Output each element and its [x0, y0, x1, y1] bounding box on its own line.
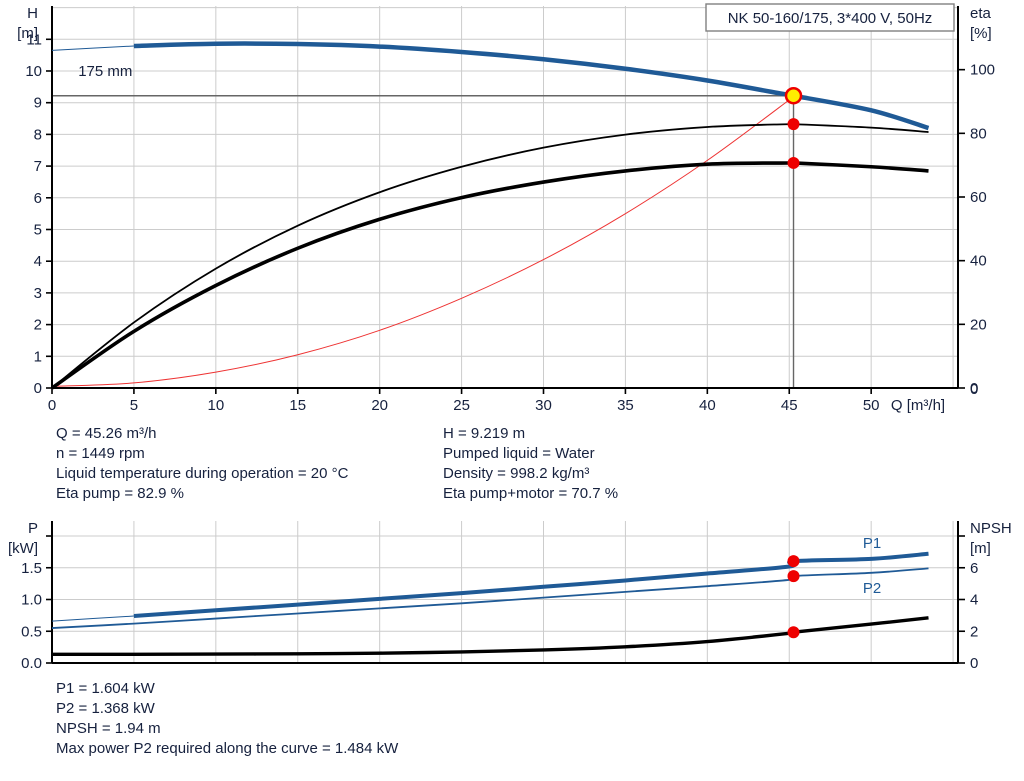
- y-tick-label-left: 2: [34, 317, 42, 334]
- y-tick-label-left: 1: [34, 348, 42, 365]
- p2-curve-label: P2: [863, 580, 881, 597]
- y-tick-label-left: 6: [34, 190, 42, 207]
- liquid-data-line: H = 9.219 m: [443, 425, 526, 442]
- x-tick-label: 35: [617, 397, 634, 414]
- y-tick-label-right: 40: [970, 253, 987, 270]
- y-tick-label-right: 0: [970, 655, 978, 672]
- eta-axis-unit: [%]: [970, 25, 992, 42]
- y-tick-label-left: 10: [25, 63, 42, 80]
- p1-duty-dot: [787, 555, 800, 568]
- head-curve-leadin: [51, 45, 134, 51]
- p1-curve-label: P1: [863, 535, 881, 552]
- p1-curve-leadin: [51, 615, 134, 622]
- power-data-line: P1 = 1.604 kW: [56, 680, 155, 697]
- npsh-duty-dot: [787, 626, 800, 639]
- eta-pump-duty-dot: [787, 118, 800, 131]
- operating-data-line: n = 1449 rpm: [56, 445, 145, 462]
- y-tick-label-left: 7: [34, 158, 42, 175]
- y-tick-label-left: 1.5: [21, 560, 42, 577]
- y-tick-label-right: 4: [970, 592, 978, 609]
- power-data-line: Max power P2 required along the curve = …: [56, 740, 399, 757]
- x-tick-label: 25: [453, 397, 470, 414]
- x-tick-label: 20: [371, 397, 388, 414]
- power-data-block: P1 = 1.604 kW P2 = 1.368 kW NPSH = 1.94 m M…: [56, 679, 398, 759]
- duty-point-marker[interactable]: [784, 86, 803, 105]
- y-tick-label-right: 100: [970, 62, 995, 79]
- p-axis-unit: [kW]: [8, 540, 38, 557]
- x-tick-label: 15: [289, 397, 306, 414]
- liquid-data-line: Eta pump+motor = 70.7 %: [443, 485, 619, 502]
- y-tick-label-right: 60: [970, 189, 987, 206]
- liquid-data-line: Density = 998.2 kg/m³: [443, 465, 590, 482]
- operating-data-right: H = 9.219 m Pumped liquid = Water Density …: [443, 424, 618, 504]
- x-tick-label: 45: [781, 397, 798, 414]
- power-npsh-chart: 0.0 0.5 1.0 1.5 0 2 4 6 P [kW] NPSH [m] P1 P2: [8, 520, 1012, 672]
- y-tick-label-left: 3: [34, 285, 42, 302]
- x-tick-label: 40: [699, 397, 716, 414]
- x-tick-label: 30: [535, 397, 552, 414]
- liquid-data-line: Pumped liquid = Water: [443, 445, 595, 462]
- y-tick-label-left: 0: [34, 380, 42, 397]
- power-data-line: P2 = 1.368 kW: [56, 700, 155, 717]
- eta-pump-motor-duty-dot: [787, 156, 800, 169]
- y-tick-label-left: 8: [34, 126, 42, 143]
- impeller-size-label: 175 mm: [78, 63, 132, 80]
- y-tick-label-right-zero: 0: [970, 381, 978, 398]
- y-tick-label-right: 2: [970, 623, 978, 640]
- x-tick-label: 10: [207, 397, 224, 414]
- y-tick-label-left: 5: [34, 221, 42, 238]
- y-tick-label-right: 80: [970, 125, 987, 142]
- npsh-axis-title: NPSH: [970, 520, 1012, 537]
- q-axis-title: Q [m³/h]: [891, 397, 945, 414]
- p1-curve: [133, 551, 929, 619]
- y-tick-label-right: 20: [970, 316, 987, 333]
- y-tick-label-left: 1.0: [21, 592, 42, 609]
- y-tick-label-left: 9: [34, 95, 42, 112]
- power-data-line: NPSH = 1.94 m: [56, 720, 161, 737]
- lower-gridlines: [51, 521, 958, 664]
- y-tick-label-left: 0.0: [21, 655, 42, 672]
- x-tick-label: 5: [130, 397, 138, 414]
- y-tick-label-left: 4: [34, 253, 42, 270]
- y-tick-label-left: 0.5: [21, 623, 42, 640]
- operating-data-line: Liquid temperature during operation = 20…: [56, 465, 349, 482]
- main-gridlines: [51, 6, 958, 389]
- system-curve: [51, 93, 798, 387]
- operating-data-line: Eta pump = 82.9 %: [56, 485, 184, 502]
- title-box-label: NK 50-160/175, 3*400 V, 50Hz: [728, 10, 933, 27]
- head-curve: [133, 41, 930, 131]
- p-axis-title: P: [28, 520, 38, 537]
- npsh-axis-unit: [m]: [970, 540, 991, 557]
- h-axis-unit: [m]: [17, 25, 38, 42]
- eta-axis-title: eta: [970, 5, 992, 22]
- y-tick-label-right: 0: [970, 380, 978, 397]
- h-axis-title: H: [27, 5, 38, 22]
- y-tick-label-right: 6: [970, 560, 978, 577]
- x-tick-label: 0: [48, 397, 56, 414]
- eta-pump-motor-curve: [50, 160, 929, 390]
- p2-duty-dot: [787, 570, 800, 583]
- y-tick-label-left: 11: [26, 31, 42, 48]
- title-box: [705, 3, 955, 32]
- operating-data-left: Q = 45.26 m³/h n = 1449 rpm Liquid tempera…: [56, 424, 348, 504]
- x-tick-label: 50: [863, 397, 880, 414]
- operating-data-line: Q = 45.26 m³/h: [56, 425, 157, 442]
